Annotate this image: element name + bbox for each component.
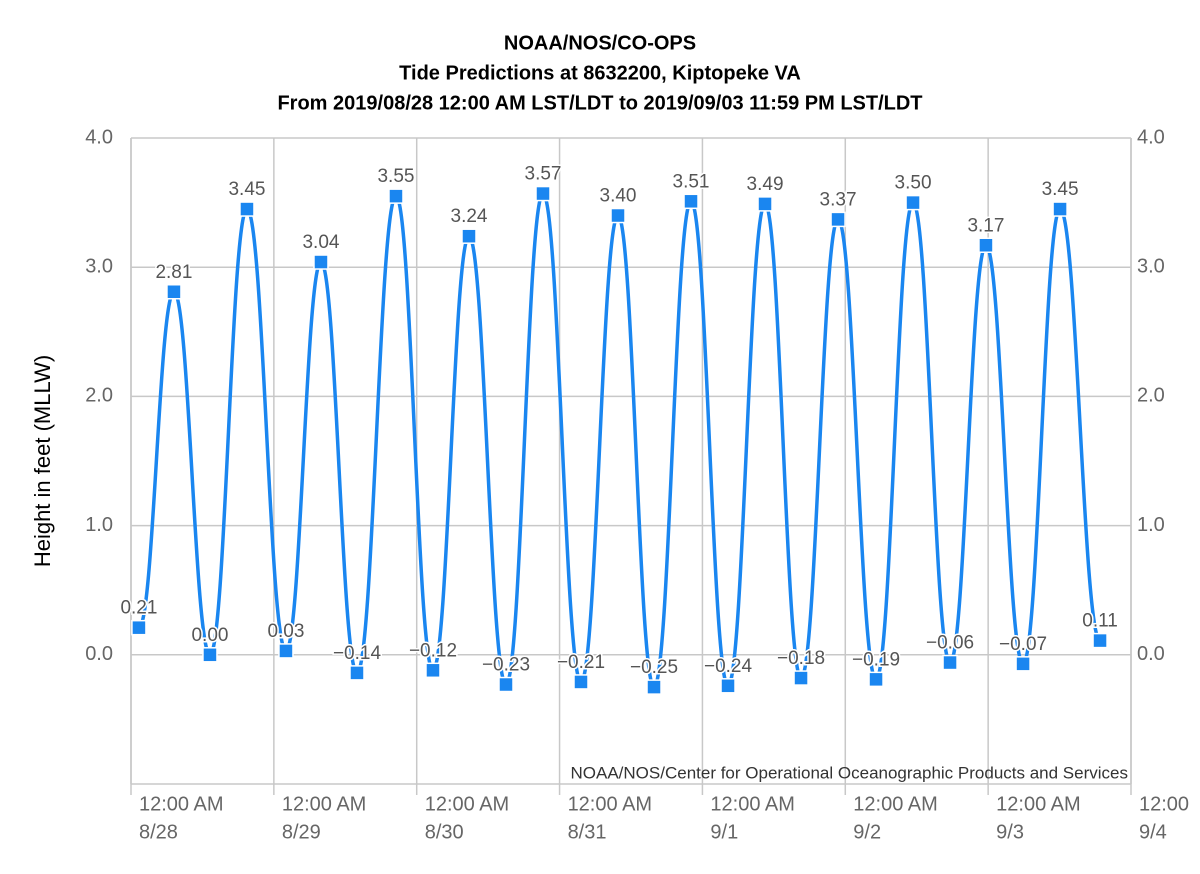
marker <box>905 194 921 211</box>
marker <box>202 647 218 663</box>
marker <box>278 643 294 659</box>
y-tick-label: 1.0 <box>85 514 113 536</box>
marker <box>498 676 514 693</box>
data-label: 2.81 <box>155 262 192 283</box>
marker <box>1092 632 1108 649</box>
y2-tick-label: 0.0 <box>1137 643 1165 665</box>
x-tick-label: 8/28 <box>139 821 178 843</box>
data-label: 0.00 <box>191 625 228 646</box>
chart-title: NOAA/NOS/CO-OPS <box>504 32 696 54</box>
marker <box>978 237 994 253</box>
x-tick-label: 9/2 <box>853 821 881 843</box>
marker <box>1015 656 1031 672</box>
marker <box>793 670 809 686</box>
marker <box>830 211 846 228</box>
marker <box>868 671 884 688</box>
marker <box>461 228 477 244</box>
data-label: 3.45 <box>1042 179 1079 200</box>
marker <box>131 619 147 636</box>
marker <box>757 196 773 212</box>
x-tick-label: 9/3 <box>996 821 1024 843</box>
x-tick-label: 9/1 <box>710 821 738 843</box>
data-label: 3.45 <box>228 179 265 200</box>
data-label: 3.51 <box>673 171 710 192</box>
data-label: 3.40 <box>600 186 637 207</box>
x-tick-label: 12:00 AM <box>853 793 938 815</box>
marker <box>239 201 255 217</box>
marker <box>166 283 182 300</box>
data-label: −0.12 <box>409 640 457 661</box>
tide-line <box>137 191 1102 689</box>
data-label: 3.57 <box>525 164 562 185</box>
x-tick-label: 12:00 AM <box>139 793 224 815</box>
data-label: −0.24 <box>704 656 753 677</box>
x-tick-label: 12:00 AM <box>282 793 367 815</box>
data-label: 0.21 <box>120 598 157 619</box>
marker <box>349 665 365 681</box>
y2-tick-label: 3.0 <box>1137 255 1165 277</box>
data-label: 0.03 <box>267 621 304 642</box>
data-label: 3.50 <box>895 173 932 194</box>
plot: 0.21 2.81 0.00 3.45 0.03 3.04 −0.14 3.55 −0.12 3.… <box>119 162 1119 695</box>
marker <box>1052 201 1068 217</box>
y-tick-label: 2.0 <box>85 385 113 407</box>
data-label: −0.06 <box>926 633 974 654</box>
data-label: −0.19 <box>852 649 900 670</box>
y2-tick-label: 1.0 <box>1137 514 1165 536</box>
x-tick-label: 8/31 <box>568 821 607 843</box>
marker <box>683 193 699 210</box>
data-label: −0.23 <box>482 655 530 676</box>
marker <box>535 185 551 202</box>
marker <box>942 654 958 671</box>
x-tick-label: 12:00 AM <box>568 793 653 815</box>
data-label: −0.18 <box>777 648 825 669</box>
data-label: −0.14 <box>333 643 382 664</box>
x-tick-label: 8/29 <box>282 821 321 843</box>
x-tick-label: 8/30 <box>425 821 464 843</box>
data-label: 3.24 <box>451 206 488 227</box>
chart-title: From 2019/08/28 12:00 AM LST/LDT to 2019… <box>277 92 922 114</box>
x-tick-label: 12:00 AM <box>425 793 510 815</box>
y-tick-label: 4.0 <box>85 126 113 148</box>
x-tick-label: 12:00 <box>1139 793 1189 815</box>
data-label: 3.17 <box>967 215 1004 236</box>
data-label: 3.37 <box>820 189 857 210</box>
data-label: 0.11 <box>1082 611 1118 632</box>
x-tick-label: 12:00 AM <box>996 793 1081 815</box>
data-label: 3.04 <box>302 232 339 253</box>
marker <box>425 662 441 679</box>
y-axis-title: Height in feet (MLLW) <box>30 355 55 567</box>
data-label: 3.49 <box>747 174 784 195</box>
marker <box>720 678 736 694</box>
data-label: −0.21 <box>557 652 605 673</box>
y2-tick-label: 2.0 <box>1137 385 1165 407</box>
marker <box>313 254 329 270</box>
marker <box>388 188 404 204</box>
grid: 0.0 1.0 2.0 3.0 4.0 0.0 1.0 2.0 3.0 4.0 12:00 AM 8/… <box>85 126 1189 843</box>
data-label: −0.07 <box>999 634 1047 655</box>
y-tick-label: 3.0 <box>85 255 113 277</box>
x-tick-label: 9/4 <box>1139 821 1167 843</box>
data-label: 3.55 <box>377 166 414 187</box>
marker <box>610 207 626 224</box>
marker <box>573 674 589 690</box>
y2-tick-label: 4.0 <box>1137 126 1165 148</box>
data-label: −0.25 <box>630 657 678 678</box>
x-tick-label: 12:00 AM <box>710 793 795 815</box>
credits: NOAA/NOS/Center for Operational Oceanogr… <box>571 763 1129 782</box>
y-tick-label: 0.0 <box>85 643 113 665</box>
chart-title: Tide Predictions at 8632200, Kiptopeke V… <box>399 62 801 84</box>
marker <box>646 679 662 695</box>
